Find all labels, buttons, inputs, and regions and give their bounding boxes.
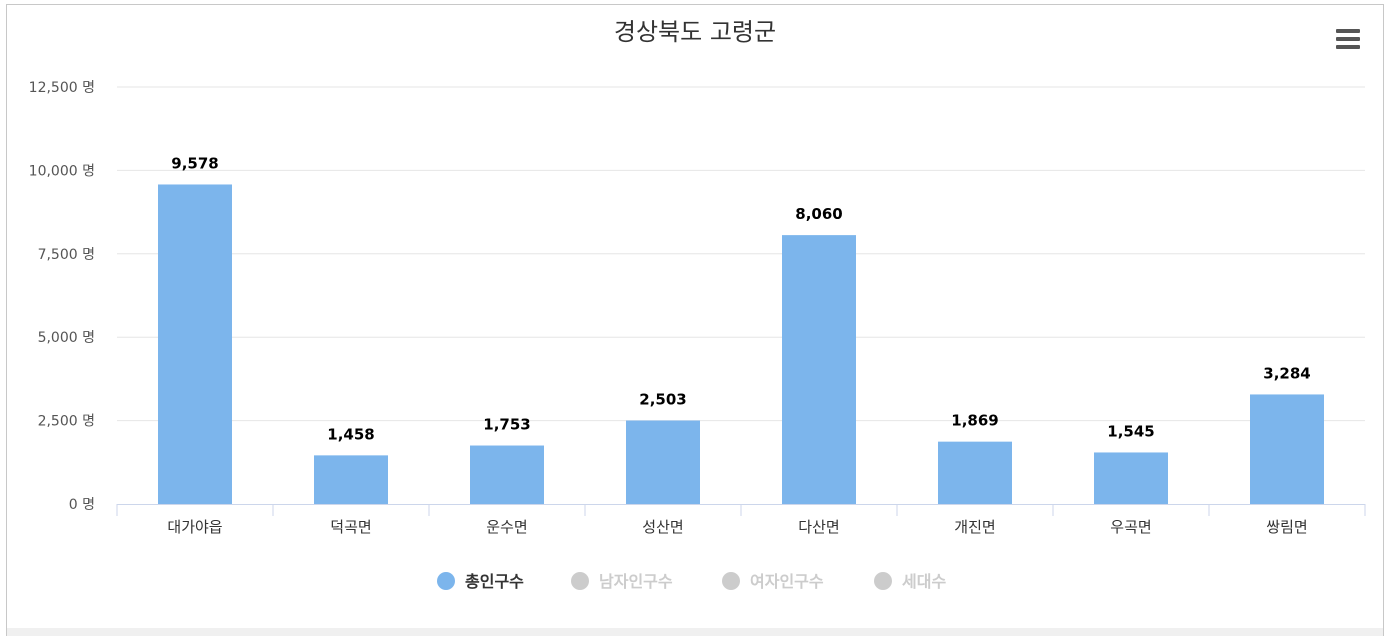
legend-item[interactable]: 남자인구수 [571,572,673,591]
chart-container [6,4,1384,636]
bar[interactable] [938,441,1012,504]
x-axis [116,504,1366,516]
legend-label[interactable]: 총인구수 [465,572,524,591]
bar[interactable] [470,445,544,504]
legend-symbol[interactable] [722,572,740,590]
x-tick-label: 다산면 [798,518,839,536]
y-tick-label: 12,500 명 [29,80,95,96]
data-label: 1,545 [1107,422,1154,440]
hamburger-menu-icon[interactable] [1333,27,1363,51]
legend-item[interactable]: 총인구수 [437,572,524,591]
bar[interactable] [314,455,388,504]
bar[interactable] [782,235,856,504]
bar[interactable] [158,184,232,505]
data-label: 3,284 [1263,364,1310,382]
y-tick-label: 7,500 명 [38,247,95,263]
legend-symbol[interactable] [437,572,455,590]
x-tick-label: 개진면 [954,518,995,536]
y-axis-labels: 0 명 2,500 명 5,000 명 7,500 명 10,000 명 12,500 명 [29,80,95,513]
bar[interactable] [1094,452,1168,504]
x-tick-label: 운수면 [486,518,527,536]
legend-item[interactable]: 여자인구수 [722,572,824,591]
legend-label[interactable]: 남자인구수 [599,572,673,591]
bar[interactable] [626,420,700,504]
data-label: 2,503 [639,390,686,408]
data-labels: 9,578 1,458 1,753 2,503 8,060 1,869 1,545 3,284 [171,154,1310,443]
legend-label[interactable]: 여자인구수 [750,572,824,591]
chart-title: 경상북도 고령군 [614,18,776,46]
data-label: 1,753 [483,416,530,434]
x-tick-label: 쌍림면 [1266,518,1307,536]
data-label: 1,458 [327,425,374,443]
data-label: 9,578 [171,154,218,172]
bottom-strip [7,628,1383,636]
x-tick-label: 덕곡면 [330,518,371,536]
legend-symbol[interactable] [874,572,892,590]
legend-symbol[interactable] [571,572,589,590]
y-tick-label: 0 명 [69,497,95,513]
x-axis-labels: 대가야읍 덕곡면 운수면 성산면 다산면 개진면 우곡면 쌍림면 [167,518,1307,536]
grid-lines [117,86,1365,422]
y-tick-label: 5,000 명 [38,330,95,346]
y-tick-label: 10,000 명 [29,163,95,179]
bar-series [158,184,1324,505]
x-tick-label: 대가야읍 [167,518,222,536]
bar[interactable] [1250,394,1324,504]
data-label: 1,869 [951,412,998,430]
legend-item[interactable]: 세대수 [874,572,946,591]
x-tick-label: 우곡면 [1110,518,1151,536]
data-label: 8,060 [795,205,842,223]
x-tick-label: 성산면 [642,518,683,536]
legend-label[interactable]: 세대수 [902,572,946,591]
y-tick-label: 2,500 명 [38,414,95,430]
legend: 총인구수 남자인구수 여자인구수 세대수 [437,572,946,591]
